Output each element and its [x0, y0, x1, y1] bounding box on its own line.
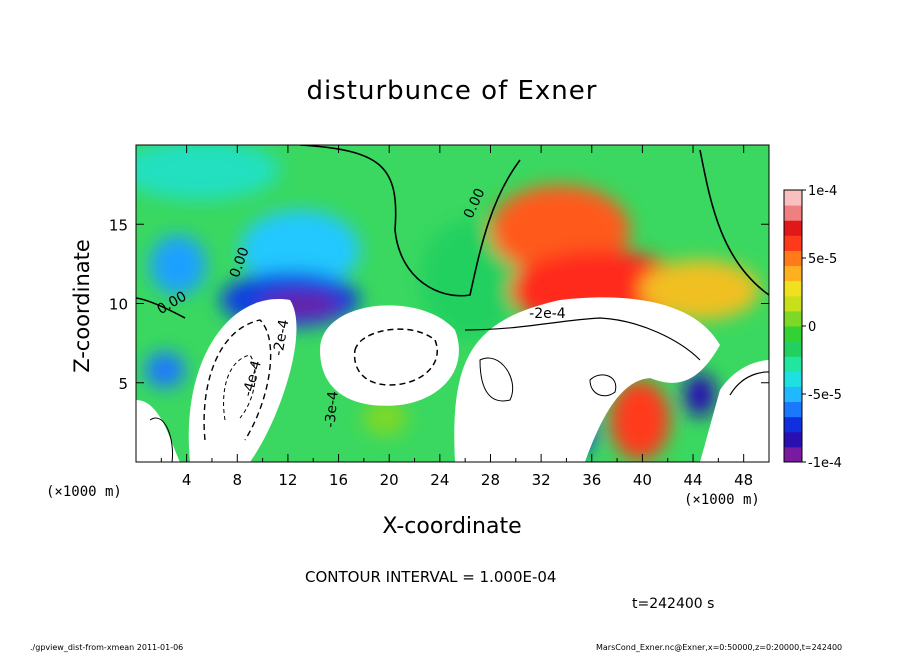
colorbar-swatch-12	[784, 265, 802, 282]
color-field	[136, 145, 760, 460]
x-tick-label-10: 44	[683, 471, 702, 489]
colorbar-swatch-5	[784, 371, 802, 387]
colorbar-swatch-15	[784, 220, 802, 236]
colorbar-swatch-14	[784, 235, 802, 251]
y-tick-label-0: 5	[118, 375, 128, 393]
colorbar: 1e-4 5e-5 0 -5e-5 -1e-4	[783, 184, 842, 471]
contour-lines	[136, 145, 769, 462]
colorbar-swatch-7	[784, 341, 802, 357]
colorbar-swatch-3	[784, 401, 802, 418]
colorbar-swatch-1	[784, 431, 802, 448]
colorbar-swatch-6	[784, 356, 802, 372]
colorbar-swatch-8	[784, 326, 802, 342]
footer-data-source: MarsCond_Exner.nc@Exner,x=0:50000,z=0:20…	[596, 643, 843, 652]
x-tick-label-2: 12	[278, 471, 297, 489]
contour-label-3: -2e-4	[529, 306, 566, 322]
contour-label-6: -3e-4	[322, 390, 341, 428]
y-tick-label-1: 10	[109, 296, 128, 314]
colorbar-label-2: 0	[808, 320, 816, 335]
colorbar-label-0: 1e-4	[808, 184, 837, 199]
colorbar-swatch-17	[784, 190, 802, 206]
contour-label-4: -2e-4	[270, 318, 292, 357]
colorbar-swatch-2	[784, 416, 802, 433]
colorbar-label-4: -1e-4	[808, 456, 842, 471]
colorbar-label-3: -5e-5	[808, 388, 842, 403]
chart-title: disturbunce of Exner	[306, 76, 598, 106]
x-axis-label: X-coordinate	[382, 514, 522, 539]
colorbar-swatch-13	[784, 250, 802, 267]
x-tick-label-11: 48	[734, 471, 753, 489]
colorbar-label-1: 5e-5	[808, 252, 837, 267]
x-tick-label-3: 16	[329, 471, 348, 489]
colorbar-swatch-9	[784, 310, 802, 327]
colorbar-swatch-11	[784, 280, 802, 297]
contour-interval-note: CONTOUR INTERVAL = 1.000E-04	[305, 568, 557, 586]
x-tick-label-0: 4	[182, 471, 192, 489]
y-tick-label-2: 15	[109, 216, 128, 234]
x-unit-label-left: (×1000 m)	[46, 484, 122, 500]
x-tick-label-7: 32	[532, 471, 551, 489]
x-tick-label-6: 28	[481, 471, 500, 489]
x-tick-label-1: 8	[233, 471, 243, 489]
x-tick-label-8: 36	[582, 471, 601, 489]
time-stamp: t=242400 s	[632, 596, 715, 612]
colorbar-swatch-10	[784, 295, 802, 312]
colorbar-swatch-0	[784, 446, 802, 463]
x-tick-label-4: 20	[380, 471, 399, 489]
x-tick-label-5: 24	[430, 471, 449, 489]
x-unit-label-right: (×1000 m)	[684, 492, 760, 508]
colorbar-swatch-16	[784, 205, 802, 221]
colorbar-swatch-4	[784, 386, 802, 403]
footer-script-name: ./gpview_dist-from-xmean 2011-01-06	[30, 643, 184, 652]
x-tick-label-9: 40	[633, 471, 652, 489]
